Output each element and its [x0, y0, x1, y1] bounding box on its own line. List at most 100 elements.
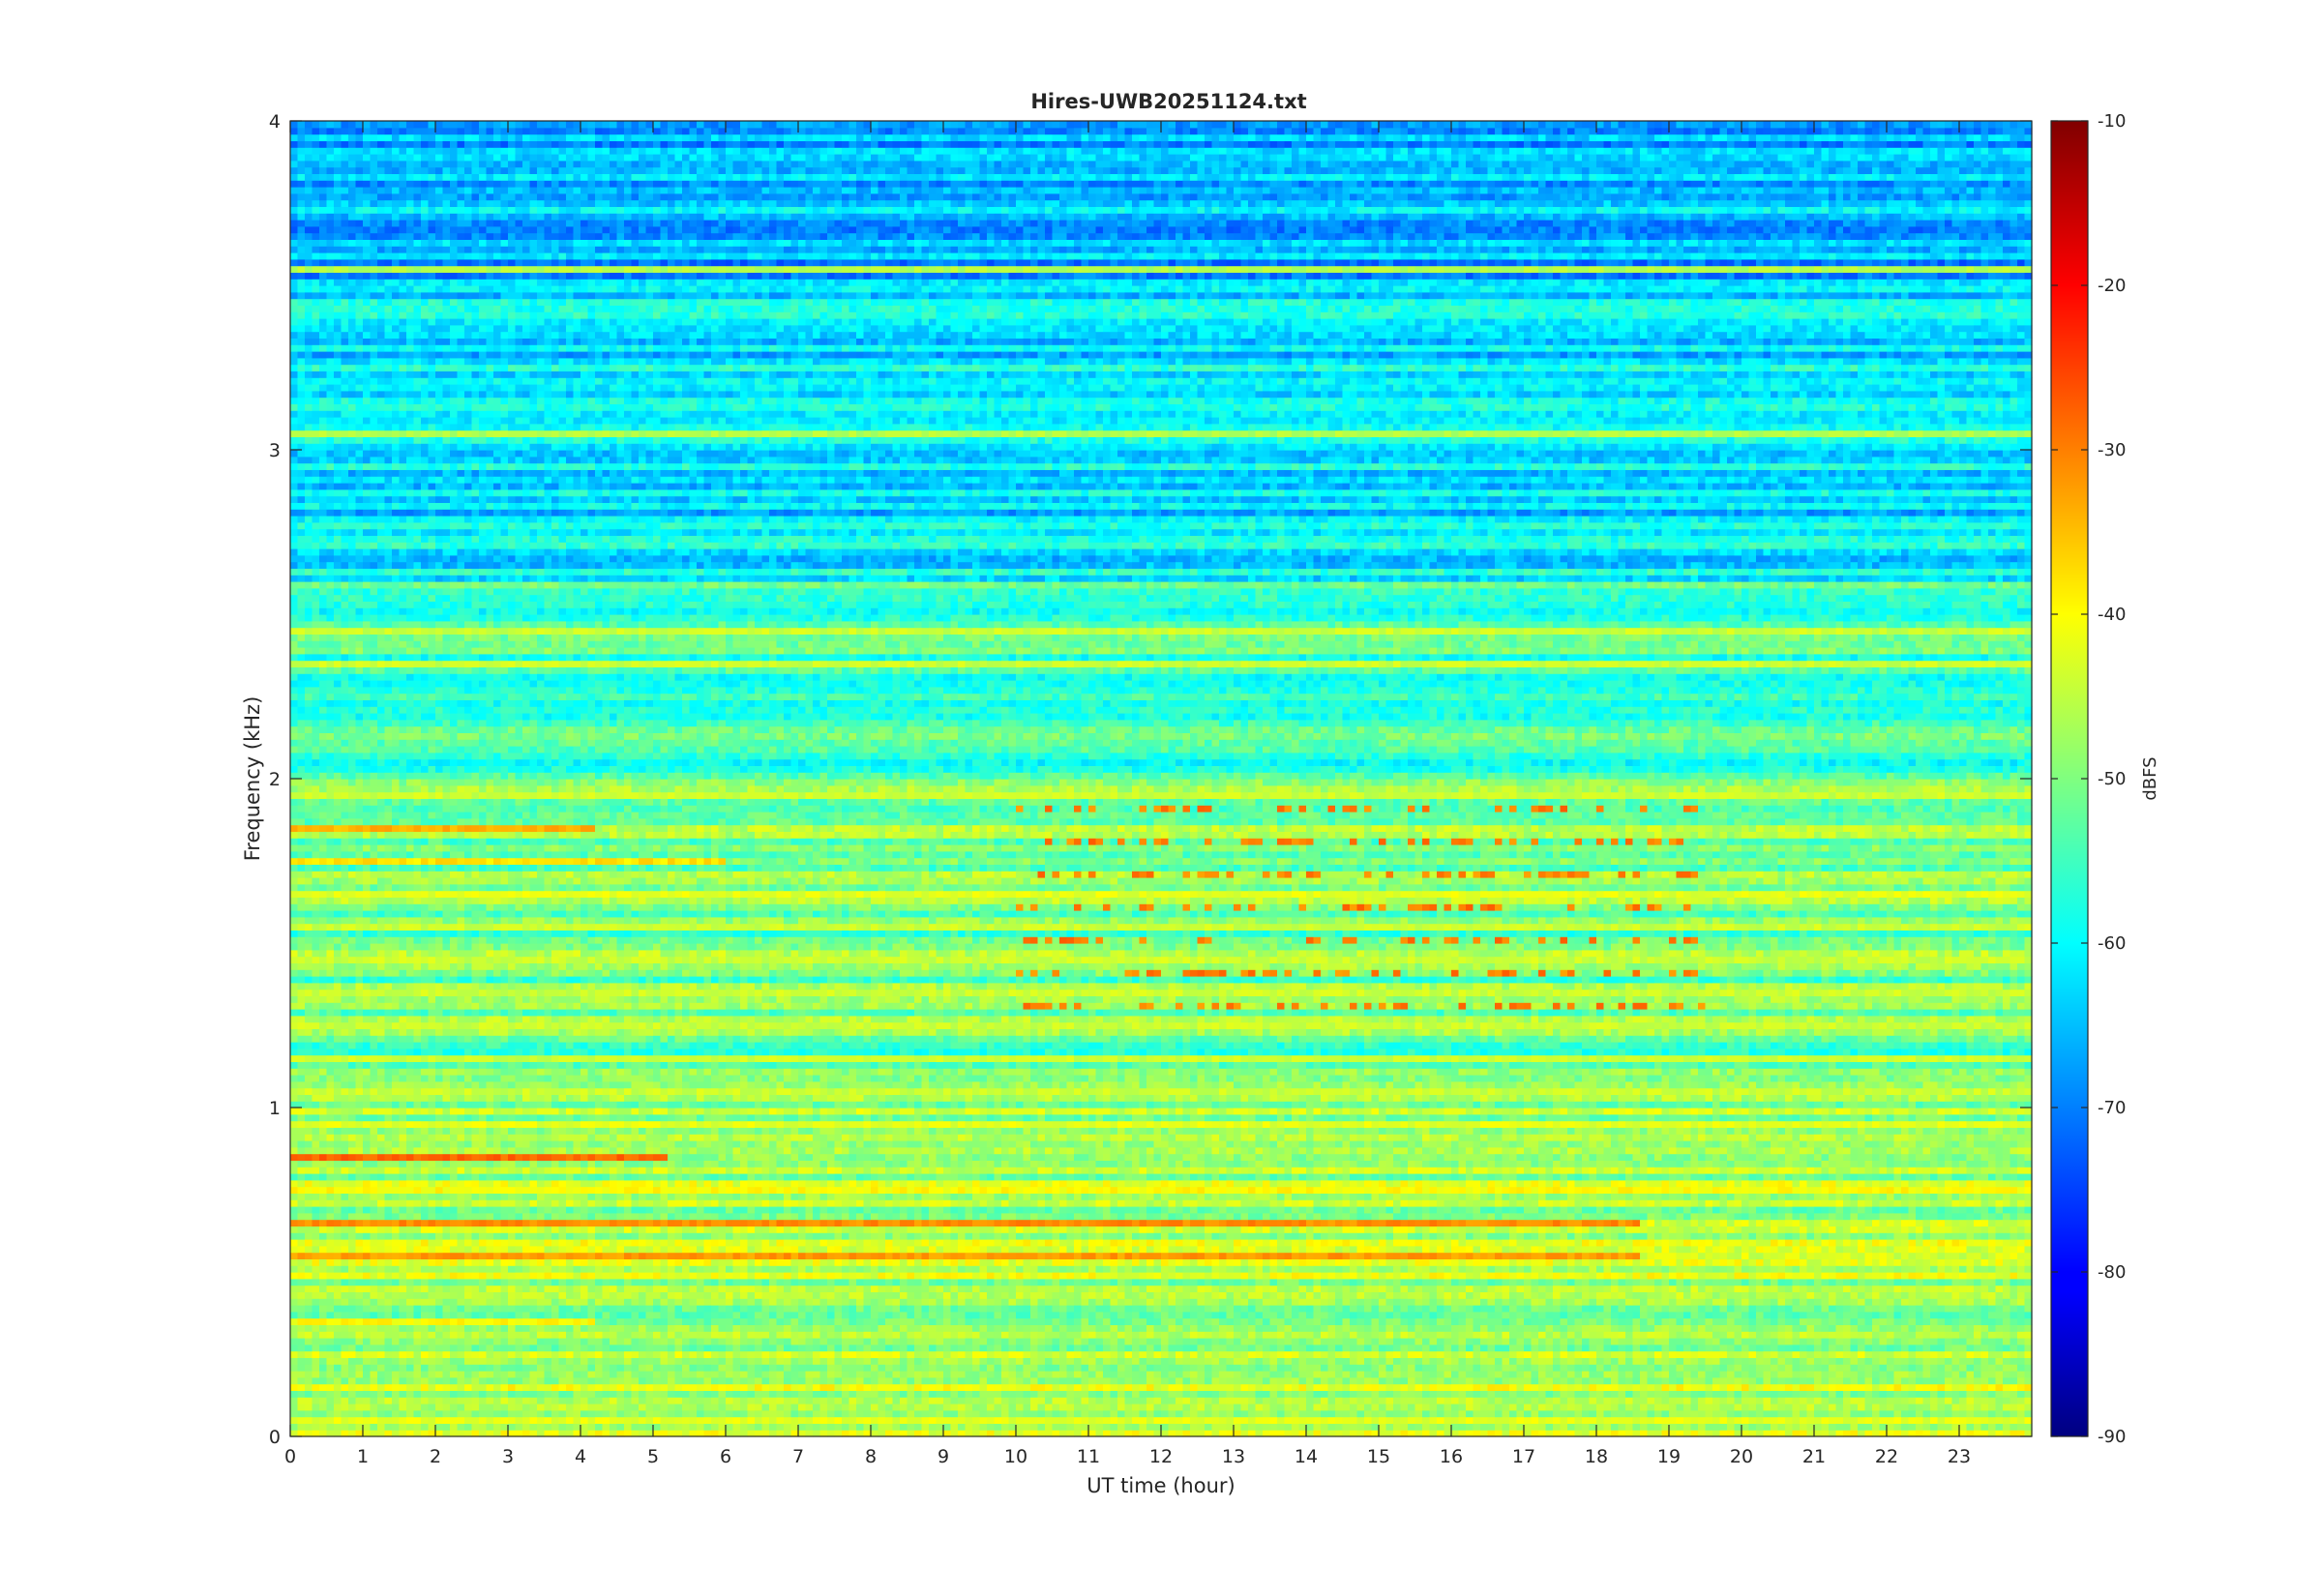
heatmap-cell: [334, 1410, 342, 1417]
heatmap-cell: [377, 332, 385, 339]
heatmap-cell: [356, 601, 364, 607]
heatmap-cell: [342, 976, 349, 983]
heatmap-cell: [319, 285, 327, 292]
heatmap-cell: [392, 1291, 400, 1298]
heatmap-cell: [305, 187, 313, 193]
heatmap-cell: [319, 1016, 327, 1022]
heatmap-cell: [327, 1404, 335, 1410]
heatmap-cell: [400, 1291, 407, 1298]
heatmap-cell: [377, 410, 385, 417]
heatmap-cell: [385, 1081, 393, 1088]
heatmap-cell: [363, 450, 371, 457]
heatmap-cell: [334, 1193, 342, 1199]
heatmap-cell: [406, 831, 414, 838]
heatmap-cell: [319, 529, 327, 536]
heatmap-cell: [298, 983, 306, 990]
heatmap-cell: [342, 239, 349, 246]
heatmap-cell: [406, 1364, 414, 1371]
heatmap-cell: [356, 1232, 364, 1239]
heatmap-cell: [305, 825, 313, 832]
heatmap-cell: [298, 1049, 306, 1055]
heatmap-cell: [290, 818, 298, 825]
heatmap-cell: [313, 1390, 320, 1397]
heatmap-cell: [319, 187, 327, 193]
heatmap-cell: [348, 871, 356, 877]
heatmap-cell: [400, 1081, 407, 1088]
heatmap-cell: [334, 1114, 342, 1121]
heatmap-cell: [334, 562, 342, 569]
heatmap-cell: [385, 489, 393, 496]
heatmap-cell: [406, 1312, 414, 1318]
heatmap-cell: [334, 226, 342, 233]
heatmap-cell: [298, 575, 306, 581]
heatmap-cell: [400, 950, 407, 957]
heatmap-cell: [327, 943, 335, 950]
heatmap-cell: [298, 818, 306, 825]
heatmap-cell: [363, 654, 371, 661]
heatmap-cell: [334, 864, 342, 871]
heatmap-cell: [392, 233, 400, 240]
heatmap-cell: [342, 1068, 349, 1075]
heatmap-cell: [363, 910, 371, 917]
heatmap-cell: [319, 173, 327, 180]
heatmap-cell: [385, 924, 393, 931]
heatmap-cell: [363, 864, 371, 871]
heatmap-cell: [313, 666, 320, 673]
heatmap-cell: [298, 1173, 306, 1180]
heatmap-cell: [348, 476, 356, 483]
heatmap-cell: [298, 1016, 306, 1022]
heatmap-cell: [406, 1088, 414, 1095]
heatmap-cell: [363, 1305, 371, 1312]
heatmap-cell: [319, 332, 327, 339]
heatmap-cell: [385, 1035, 393, 1042]
heatmap-cell: [356, 279, 364, 285]
heatmap-cell: [305, 463, 313, 470]
heatmap-cell: [392, 1384, 400, 1391]
heatmap-cell: [377, 673, 385, 680]
heatmap-cell: [385, 555, 393, 562]
heatmap-cell: [406, 509, 414, 516]
heatmap-cell: [319, 969, 327, 976]
heatmap-cell: [377, 1009, 385, 1016]
heatmap-cell: [342, 666, 349, 673]
heatmap-cell: [319, 457, 327, 463]
heatmap-cell: [327, 1193, 335, 1199]
heatmap-cell: [371, 1272, 378, 1279]
heatmap-cell: [385, 476, 393, 483]
heatmap-cell: [305, 1068, 313, 1075]
heatmap-cell: [400, 187, 407, 193]
heatmap-cell: [290, 226, 298, 233]
heatmap-cell: [319, 1035, 327, 1042]
heatmap-cell: [400, 1345, 407, 1351]
heatmap-cell: [356, 338, 364, 344]
heatmap-cell: [400, 1279, 407, 1286]
heatmap-cell: [400, 1298, 407, 1305]
heatmap-cell: [406, 568, 414, 575]
heatmap-cell: [385, 417, 393, 424]
heatmap-cell: [363, 666, 371, 673]
heatmap-cell: [334, 398, 342, 404]
heatmap-cell: [313, 739, 320, 746]
heatmap-cell: [348, 239, 356, 246]
heatmap-cell: [406, 1410, 414, 1417]
heatmap-cell: [392, 1226, 400, 1232]
heatmap-cell: [305, 180, 313, 187]
heatmap-cell: [377, 640, 385, 647]
heatmap-cell: [363, 1016, 371, 1022]
heatmap-cell: [363, 1371, 371, 1377]
heatmap-cell: [348, 344, 356, 351]
heatmap-cell: [377, 930, 385, 936]
heatmap-cell: [327, 1094, 335, 1101]
heatmap-cell: [298, 417, 306, 424]
heatmap-cell: [385, 443, 393, 450]
heatmap-cell: [342, 200, 349, 207]
heatmap-cell: [363, 858, 371, 865]
heatmap-cell: [319, 1220, 327, 1227]
heatmap-cell: [385, 877, 393, 884]
heatmap-cell: [305, 311, 313, 318]
heatmap-cell: [298, 739, 306, 746]
heatmap-cell: [305, 628, 313, 635]
heatmap-cell: [348, 516, 356, 522]
heatmap-cell: [371, 825, 378, 832]
heatmap-cell: [298, 1331, 306, 1338]
